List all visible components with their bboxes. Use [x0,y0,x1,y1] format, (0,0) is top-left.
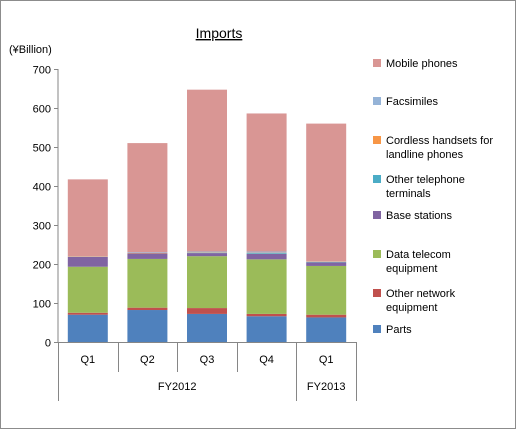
x-fiscal-year-label: FY2013 [307,381,346,393]
legend-label: Parts [386,324,412,336]
y-axis-unit-label: (¥Billion) [9,44,52,56]
y-tick-label: 0 [45,338,51,350]
y-tick-label: 400 [33,182,51,194]
bar-segment-data-telecom-equipment [127,259,167,308]
bar-segment-mobile-phones [247,113,287,251]
bar-segment-base-stations [127,253,167,258]
legend-swatch [373,136,381,144]
bar-segment-other-network-equipment [187,308,227,314]
bar-segment-base-stations [187,253,227,256]
bar-segment-facsimiles [187,252,227,253]
bar-segment-data-telecom-equipment [306,266,346,315]
y-tick-label: 600 [33,104,51,116]
chart-title: Imports [196,25,243,41]
legend-swatch [373,289,381,297]
y-tick-label: 200 [33,260,51,272]
legend-swatch [373,59,381,67]
bar-segment-base-stations [68,257,108,267]
legend-swatch [373,250,381,258]
legend-label: Base stations [386,210,453,222]
x-tick-label: Q4 [259,354,274,366]
bar-segment-parts [187,314,227,342]
x-tick-label: Q3 [200,354,215,366]
x-tick-label: Q2 [140,354,155,366]
bar-segment-data-telecom-equipment [68,267,108,313]
bar-segment-mobile-phones [306,124,346,262]
legend-swatch [373,211,381,219]
y-tick-label: 100 [33,299,51,311]
bar-segment-base-stations [306,262,346,266]
bar-segment-other-network-equipment [247,314,287,316]
bar-segment-base-stations [247,254,287,259]
x-tick-label: Q1 [80,354,95,366]
bar-segment-other-network-equipment [68,313,108,315]
bar-segment-parts [68,315,108,342]
bar-segment-data-telecom-equipment [187,256,227,308]
plot-area: 0 100 200 300 400 500 600 700 Q1 Q2 Q3 Q4 Q1 FY2012 FY… [33,65,357,402]
x-fiscal-year-label: FY2012 [158,381,197,393]
y-tick-label: 300 [33,221,51,233]
y-tick-label: 500 [33,143,51,155]
bar-segment-mobile-phones [68,179,108,256]
legend: Mobile phones Facsimiles Cordless handsets… [373,58,493,336]
bar-segment-other-network-equipment [127,308,167,310]
bar-segment-facsimiles [127,252,167,253]
bar-segment-parts [306,317,346,342]
legend-label: Facsimiles [386,96,438,108]
bar-segment-parts [247,316,287,342]
bar-segment-data-telecom-equipment [247,259,287,314]
bar-segment-other-telephone-terminals [247,253,287,254]
bar-segment-other-network-equipment [306,315,346,318]
bar-segment-facsimiles [247,252,287,253]
legend-label: Mobile phones [386,58,458,70]
y-tick-label: 700 [33,65,51,77]
legend-swatch [373,175,381,183]
x-tick-label: Q1 [319,354,334,366]
legend-swatch [373,97,381,105]
legend-swatch [373,325,381,333]
bar-segment-mobile-phones [187,90,227,252]
bar-segment-mobile-phones [127,143,167,252]
bar-segment-parts [127,310,167,342]
